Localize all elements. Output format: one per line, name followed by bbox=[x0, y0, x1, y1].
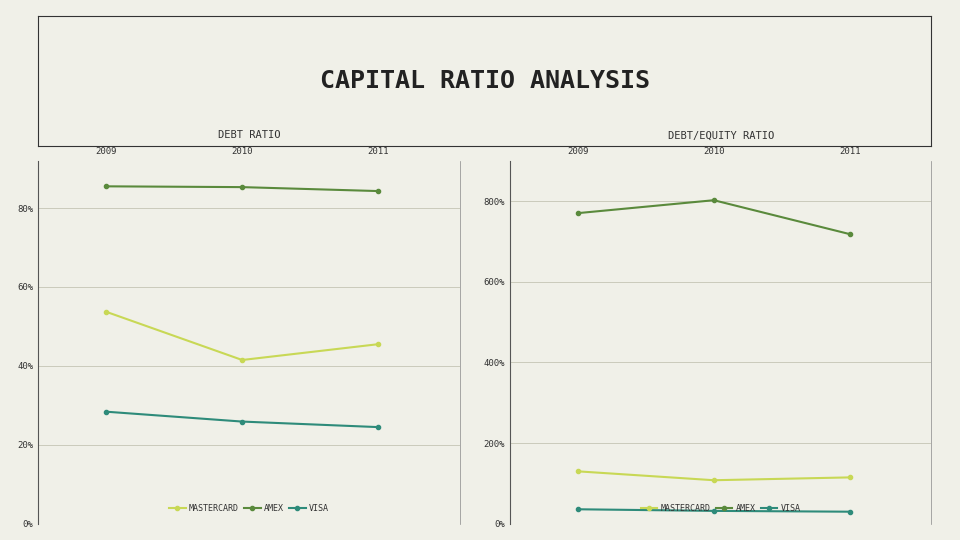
Title: DEBT RATIO: DEBT RATIO bbox=[218, 131, 280, 140]
Legend: MASTERCARD, AMEX, VISA: MASTERCARD, AMEX, VISA bbox=[637, 501, 804, 516]
Legend: MASTERCARD, AMEX, VISA: MASTERCARD, AMEX, VISA bbox=[166, 501, 332, 516]
Title: DEBT/EQUITY RATIO: DEBT/EQUITY RATIO bbox=[667, 131, 774, 140]
Text: CAPITAL RATIO ANALYSIS: CAPITAL RATIO ANALYSIS bbox=[320, 69, 650, 93]
